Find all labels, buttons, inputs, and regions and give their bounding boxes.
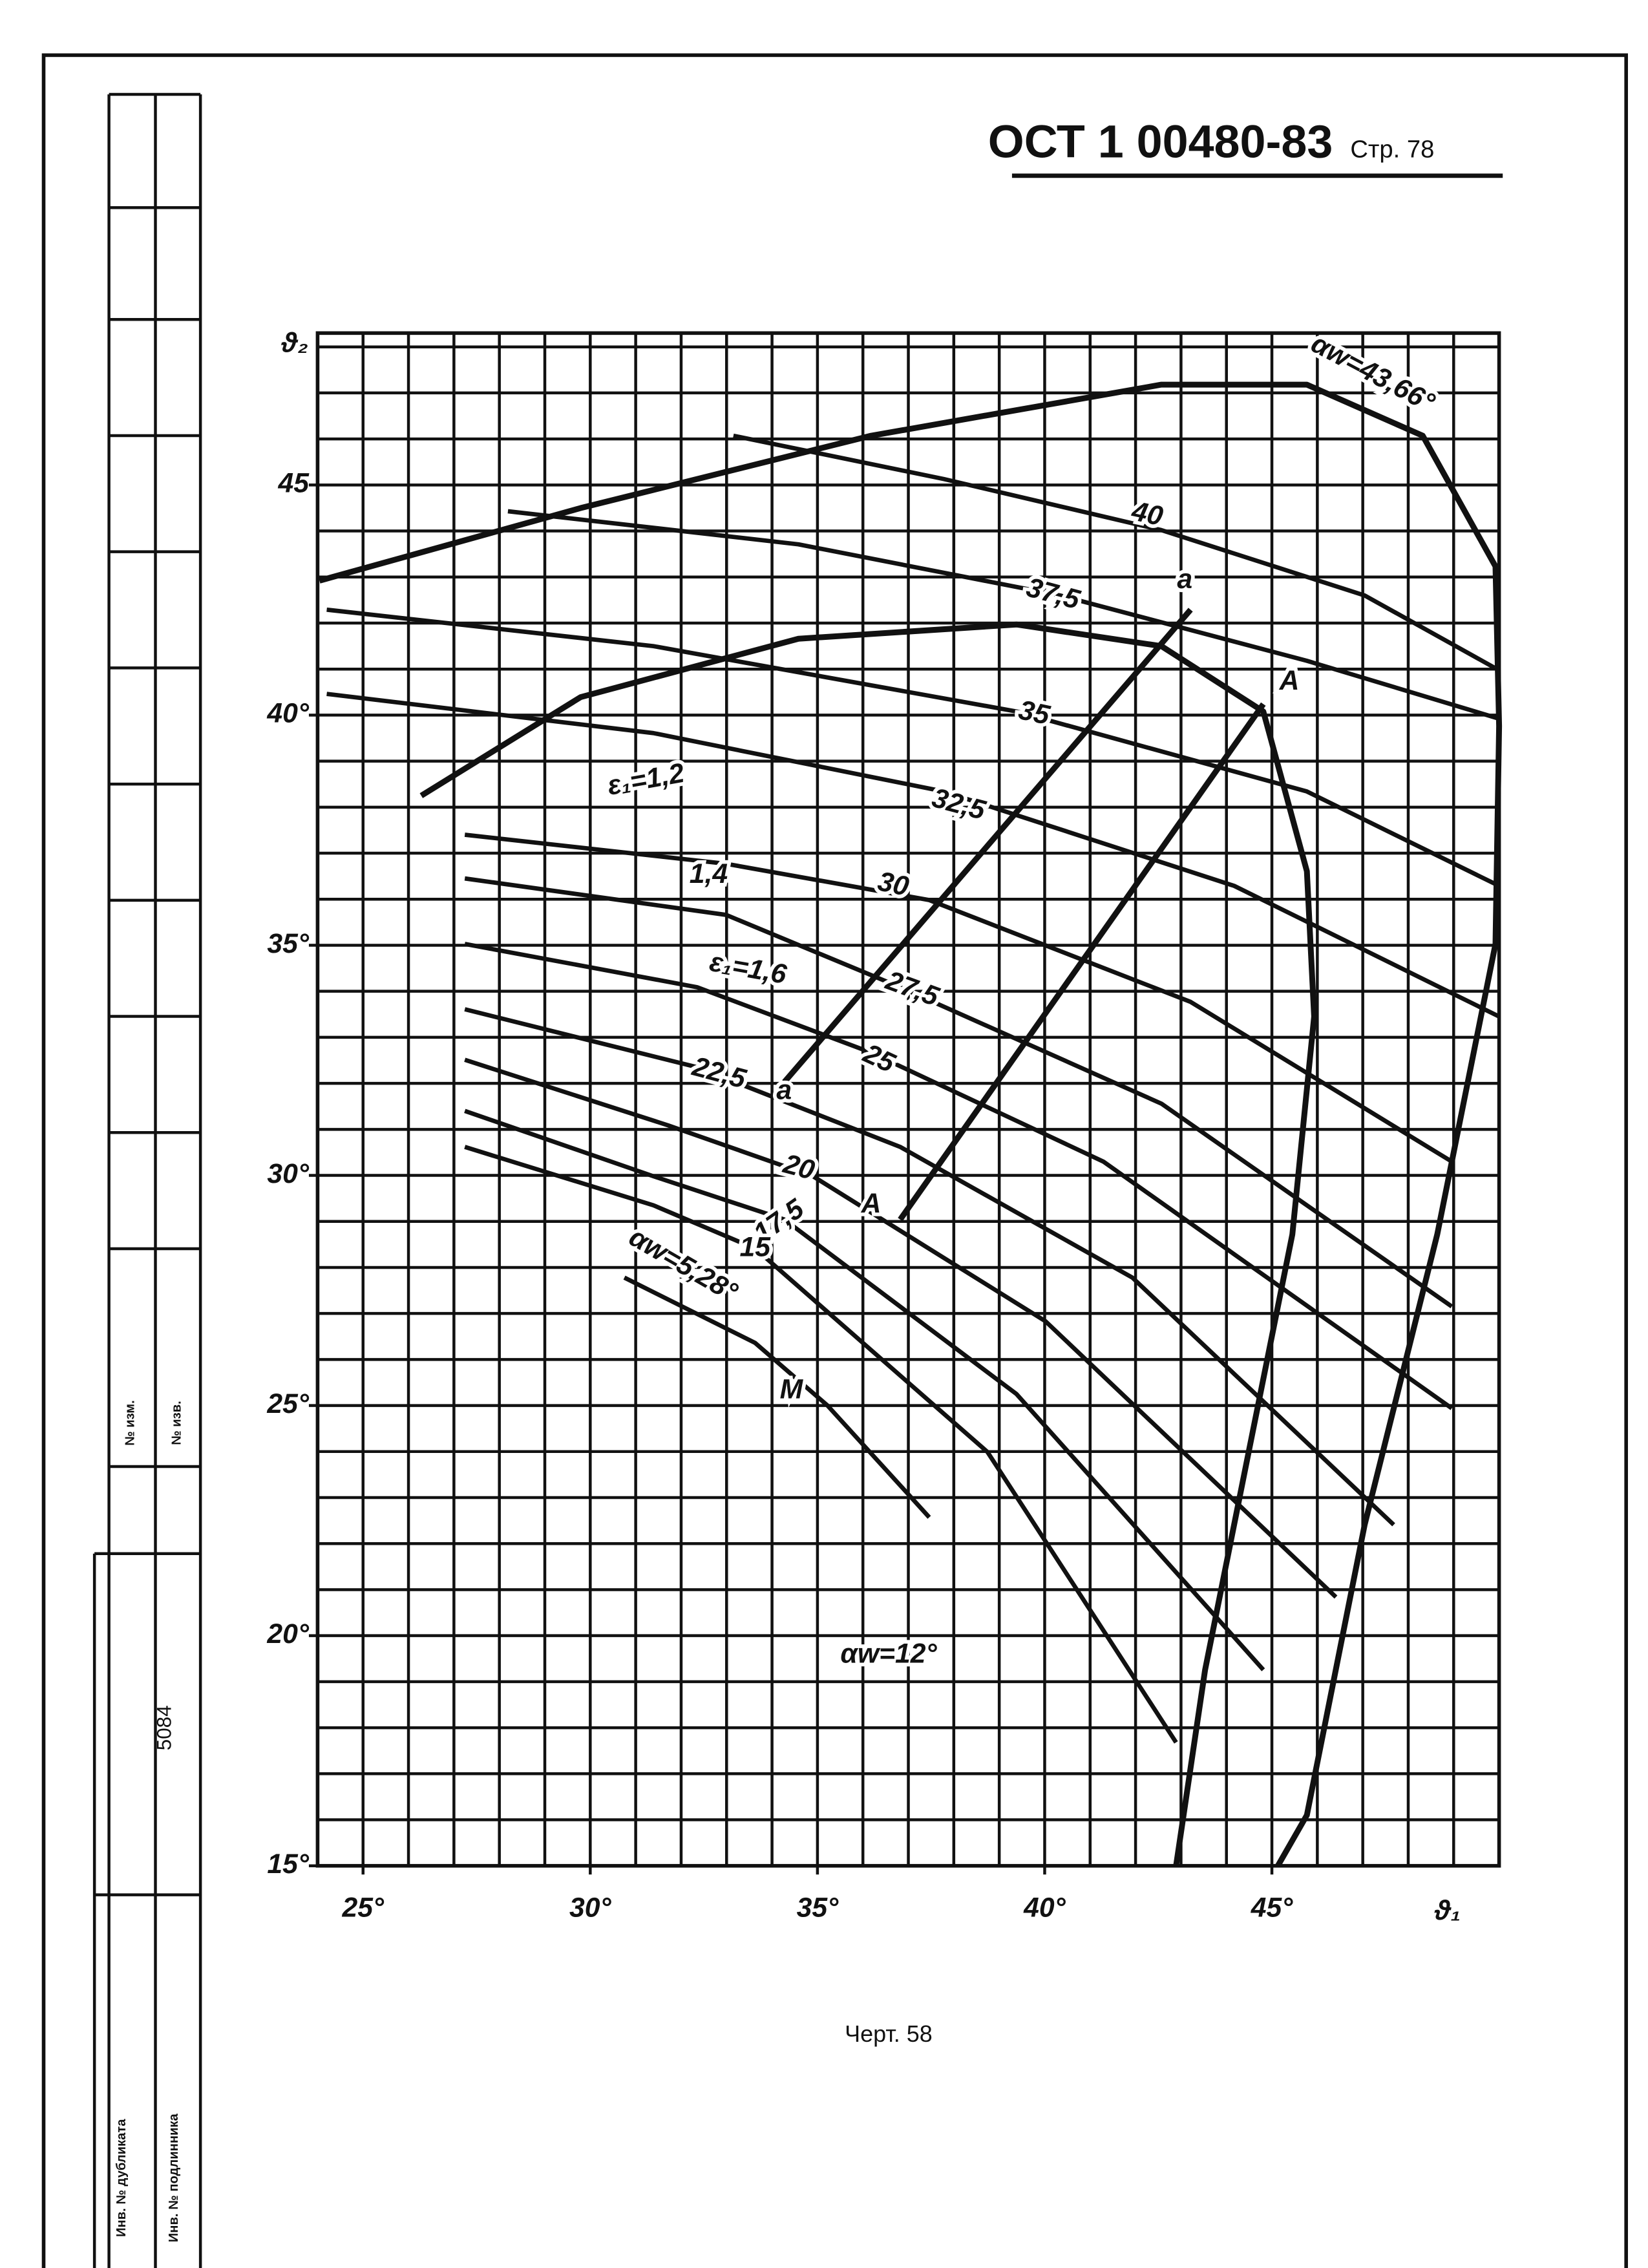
y-tick-label: 35° bbox=[267, 928, 309, 959]
curve bbox=[507, 509, 1500, 721]
x-tick-label: 30° bbox=[569, 1892, 611, 1923]
y-tick-label: 15° bbox=[267, 1849, 309, 1880]
curve bbox=[464, 832, 1453, 1164]
page-number: Стр. 78 bbox=[1350, 136, 1434, 164]
curve-label: αw=12° bbox=[840, 1638, 937, 1669]
curve bbox=[319, 381, 1503, 1867]
curve-label: 30 bbox=[875, 865, 912, 902]
curve bbox=[623, 1275, 931, 1519]
stamp-field: № изв. bbox=[170, 1401, 184, 1445]
curve bbox=[782, 608, 1193, 1085]
stamp-field: Инв. № дубликата bbox=[114, 2119, 129, 2237]
annotation: a bbox=[1177, 564, 1192, 595]
plot-frame bbox=[315, 331, 1501, 1868]
annotation: A bbox=[1279, 665, 1300, 696]
x-tick-label: 45° bbox=[1251, 1892, 1293, 1923]
y-tick-label: 45 bbox=[277, 468, 310, 499]
x-tick-label: 40° bbox=[1023, 1892, 1066, 1923]
annotation: 1,4 bbox=[690, 858, 728, 889]
stamp-field: Инв. № подлинника bbox=[167, 2113, 181, 2242]
curve bbox=[898, 702, 1266, 1222]
curve bbox=[464, 1057, 1338, 1599]
y-tick-label: 40° bbox=[266, 698, 309, 729]
page-frame bbox=[41, 53, 1628, 2268]
curve bbox=[464, 876, 1453, 1309]
x-tick-label: 35° bbox=[797, 1892, 839, 1923]
curve-label: 40 bbox=[1128, 495, 1166, 532]
stamp-field: № изм. bbox=[123, 1400, 138, 1446]
annotation: A bbox=[861, 1188, 882, 1219]
figure-caption: Черт. 58 bbox=[845, 2020, 933, 2047]
document-code: ОСТ 1 00480-83 bbox=[988, 116, 1333, 168]
curve bbox=[464, 1007, 1395, 1527]
stamp-number: 5084 bbox=[153, 1705, 176, 1750]
curve bbox=[326, 607, 1501, 888]
curve-label: 15 bbox=[740, 1231, 772, 1262]
y-tick-label: 30° bbox=[267, 1158, 309, 1189]
curve bbox=[419, 621, 1317, 1867]
side-stamp bbox=[92, 92, 202, 2268]
x-tick-label: 25° bbox=[341, 1892, 384, 1923]
y-tick-label: 20° bbox=[266, 1618, 309, 1649]
annotation: M bbox=[780, 1373, 804, 1404]
annotation: a bbox=[776, 1075, 792, 1106]
curve bbox=[733, 433, 1496, 670]
y-axis-label: ϑ₂ bbox=[280, 328, 308, 359]
curve bbox=[464, 1108, 1265, 1671]
curve bbox=[464, 1145, 1178, 1744]
y-tick-label: 25° bbox=[266, 1388, 309, 1419]
x-axis-label: ϑ₁ bbox=[1434, 1895, 1461, 1926]
curve bbox=[464, 942, 1453, 1410]
